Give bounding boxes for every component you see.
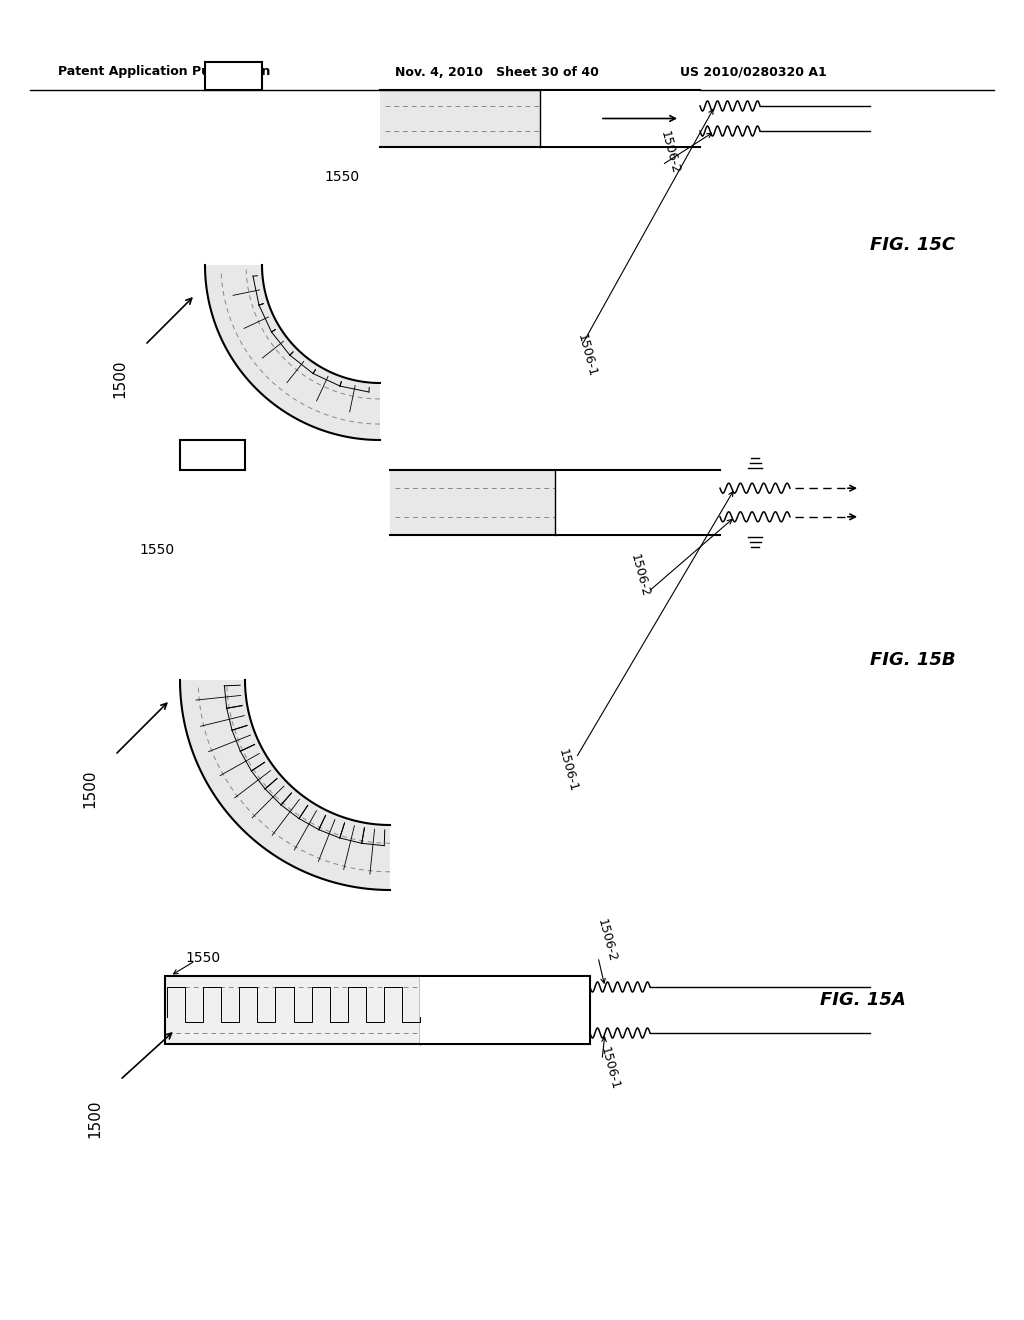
Bar [420,977,589,1043]
Text: FIG. 15C: FIG. 15C [870,236,955,253]
Text: FIG. 15B: FIG. 15B [870,651,955,669]
Bar [205,62,262,90]
Bar [165,975,590,1044]
PathPatch shape [205,265,380,440]
Text: Nov. 4, 2010   Sheet 30 of 40: Nov. 4, 2010 Sheet 30 of 40 [395,66,599,78]
Text: 1506-1: 1506-1 [598,1045,622,1092]
Text: Patent Application Publication: Patent Application Publication [58,66,270,78]
Text: 1550: 1550 [140,543,175,557]
Text: US 2010/0280320 A1: US 2010/0280320 A1 [680,66,826,78]
Text: 1500: 1500 [113,360,128,399]
Bar [540,91,700,147]
Text: 1506-1: 1506-1 [556,747,580,793]
Bar [390,471,720,535]
Bar [380,91,700,147]
Text: 1506-1: 1506-1 [575,333,599,378]
Text: 1500: 1500 [87,1100,102,1138]
Text: 1506-2: 1506-2 [595,917,618,964]
Text: 1500: 1500 [83,770,97,808]
Bar [180,440,245,470]
Bar [555,471,720,535]
Text: 1506-2: 1506-2 [628,552,652,598]
Text: 1550: 1550 [325,170,360,183]
Text: 1506-2: 1506-2 [658,129,682,176]
Text: FIG. 15A: FIG. 15A [820,991,906,1008]
PathPatch shape [180,680,390,890]
Text: 1550: 1550 [185,950,220,965]
